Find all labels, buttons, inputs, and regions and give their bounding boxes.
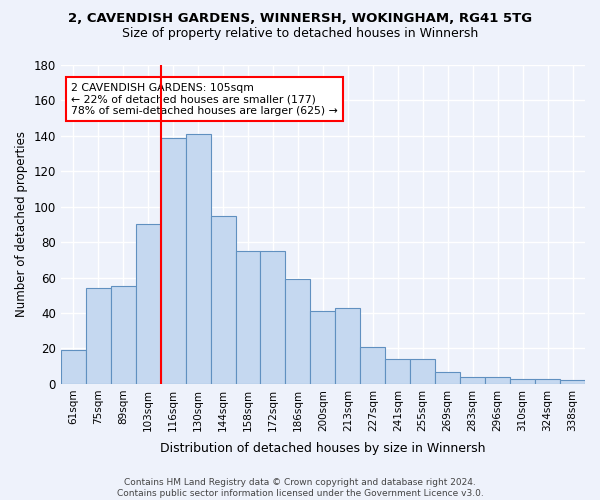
Bar (310, 312, 335, 384)
Bar (361, 346, 385, 384)
Y-axis label: Number of detached properties: Number of detached properties (15, 132, 28, 318)
Text: 2 CAVENDISH GARDENS: 105sqm
← 22% of detached houses are smaller (177)
78% of se: 2 CAVENDISH GARDENS: 105sqm ← 22% of det… (71, 82, 338, 116)
Bar (435, 372, 460, 384)
Text: 2, CAVENDISH GARDENS, WINNERSH, WOKINGHAM, RG41 5TG: 2, CAVENDISH GARDENS, WINNERSH, WOKINGHA… (68, 12, 532, 26)
Text: Size of property relative to detached houses in Winnersh: Size of property relative to detached ho… (122, 28, 478, 40)
Bar (385, 359, 410, 384)
Bar (410, 359, 435, 384)
Bar (460, 377, 485, 384)
Bar (61, 350, 86, 384)
Bar (136, 224, 161, 384)
Bar (286, 280, 310, 384)
Bar (211, 216, 236, 384)
Bar (111, 286, 136, 384)
Bar (560, 380, 585, 384)
Bar (335, 308, 361, 384)
Bar (260, 251, 286, 384)
Text: Contains HM Land Registry data © Crown copyright and database right 2024.
Contai: Contains HM Land Registry data © Crown c… (116, 478, 484, 498)
Bar (161, 138, 185, 384)
Bar (185, 134, 211, 384)
Bar (485, 377, 510, 384)
X-axis label: Distribution of detached houses by size in Winnersh: Distribution of detached houses by size … (160, 442, 485, 455)
Bar (236, 251, 260, 384)
Bar (86, 288, 111, 384)
Bar (535, 378, 560, 384)
Bar (510, 378, 535, 384)
